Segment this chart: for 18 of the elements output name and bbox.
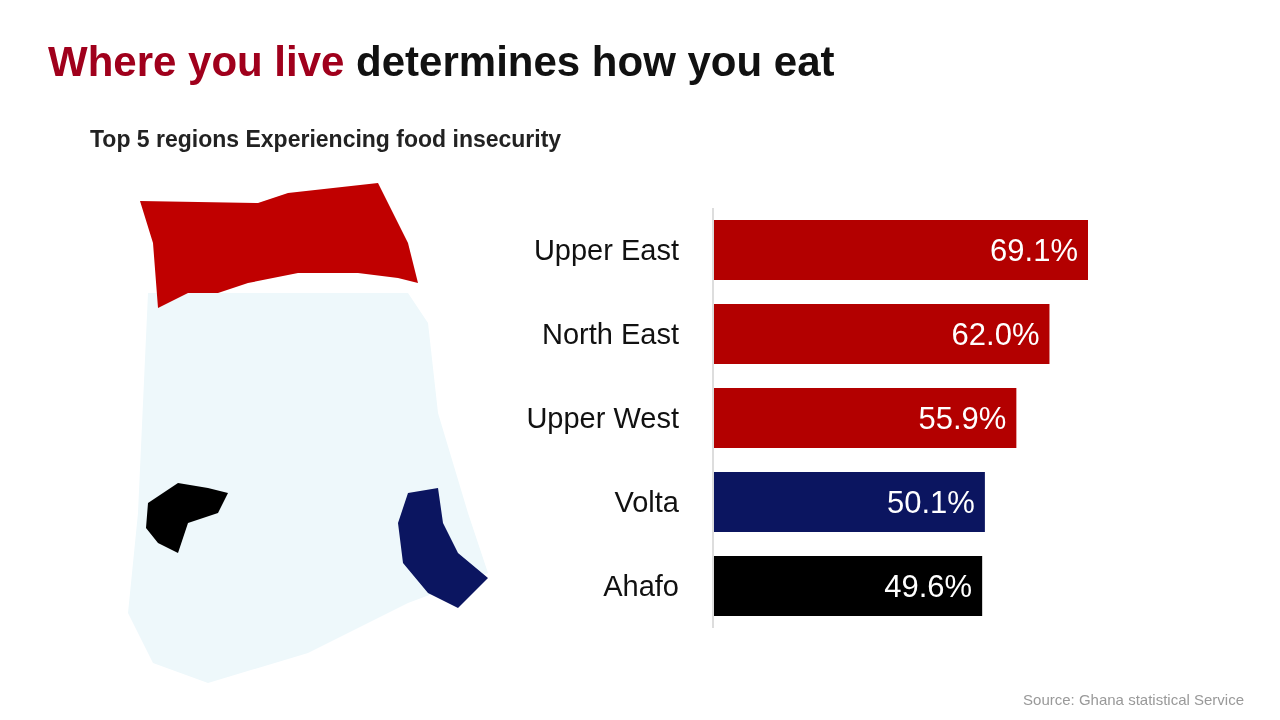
data-label: 62.0% [951,316,1040,352]
y-tick-label: Upper East [533,234,679,267]
text: Top 5 regions Experiencing food insecurity [90,126,562,153]
y-tick-label: Ahafo [603,570,679,603]
data-label: 50.1% [886,484,975,520]
bar [713,388,1017,448]
data-label: 55.9% [918,400,1007,436]
bar [713,304,1050,364]
data-label: 49.6% [884,568,973,604]
bar [713,556,983,616]
data-label: 69.1% [990,232,1078,268]
y-tick-label: Volta [614,486,680,519]
source-note: Source: Ghana statistical Service [1023,691,1244,708]
y-tick-label: Upper West [526,402,679,435]
chart-title: Where you live determines how you eat [48,38,835,86]
bar [713,220,1088,280]
y-tick-label: North East [542,318,679,351]
bar [713,472,985,532]
